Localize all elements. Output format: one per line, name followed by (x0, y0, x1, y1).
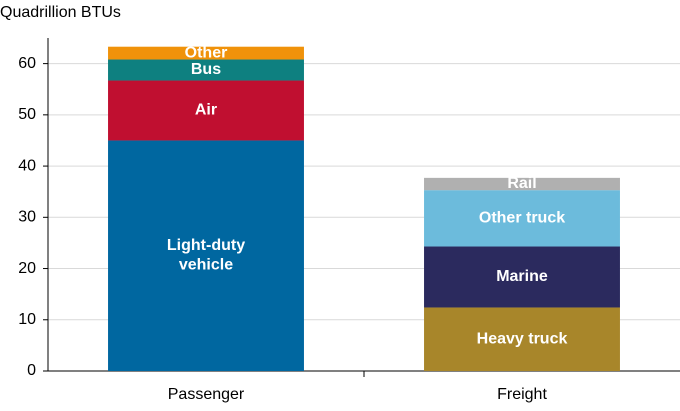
y-tick-label: 10 (18, 311, 36, 328)
bar-segment (108, 140, 304, 371)
bar-segment (108, 80, 304, 141)
segment-label: Bus (191, 61, 221, 78)
bar-segment (424, 246, 620, 308)
x-tick-label: Passenger (168, 386, 245, 403)
segment-label: Rail (507, 175, 536, 192)
y-axis-label: Quadrillion BTUs (0, 4, 121, 21)
y-tick-label: 50 (18, 106, 36, 123)
y-tick-label: 40 (18, 157, 36, 174)
y-tick-label: 0 (27, 362, 36, 379)
bar-segment (108, 46, 304, 60)
segment-label: Light-duty vehicle (167, 237, 245, 273)
y-tick-label: 60 (18, 55, 36, 72)
x-tick-label: Freight (497, 386, 547, 403)
segment-label: Air (195, 102, 217, 119)
segment-label: Other (185, 44, 228, 61)
bar-segment (108, 59, 304, 81)
bar-segment (424, 190, 620, 247)
bar-segment (424, 307, 620, 371)
segment-label: Marine (496, 268, 548, 285)
segment-label: Other truck (479, 210, 565, 227)
segment-label: Heavy truck (477, 330, 568, 347)
bar-segment (424, 177, 620, 191)
y-tick-label: 20 (18, 260, 36, 277)
y-tick-label: 30 (18, 209, 36, 226)
